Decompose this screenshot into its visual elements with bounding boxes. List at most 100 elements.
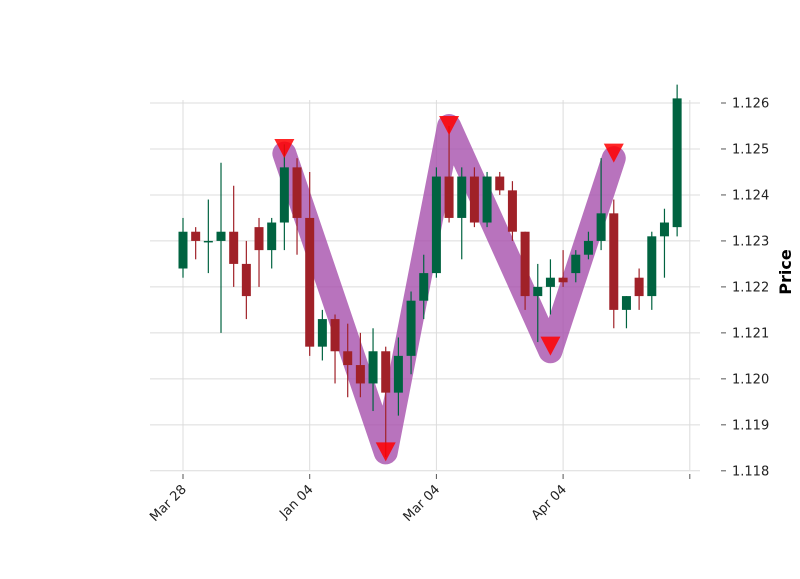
marker-triangle <box>375 442 396 462</box>
marker-triangle <box>439 115 460 135</box>
marker-triangle <box>274 138 295 158</box>
candle-body <box>545 277 555 287</box>
candle-body <box>241 263 251 297</box>
candle <box>267 217 277 269</box>
candle-body <box>634 277 644 297</box>
candle <box>191 227 201 260</box>
candle <box>583 231 593 260</box>
candle <box>419 254 429 320</box>
y-axis-label: Price <box>776 249 795 295</box>
y-tick-label: 1.126 <box>732 96 769 111</box>
candle-body <box>368 351 378 384</box>
candle-body <box>317 319 327 347</box>
candle-body <box>279 167 289 223</box>
candle-body <box>419 273 429 301</box>
candle <box>545 259 555 315</box>
candle-body <box>216 231 226 241</box>
x-tick-label: Apr 04 <box>529 482 570 523</box>
candle <box>229 185 239 287</box>
y-tick-label: 1.125 <box>732 142 769 157</box>
candle <box>279 144 289 251</box>
y-axis: 1.118 1.119 1.120 1.121 1.122 1.123 1.124 1.125… <box>721 96 769 479</box>
candle <box>621 296 631 329</box>
candle <box>495 171 505 195</box>
candle-body <box>507 190 517 232</box>
y-tick-label: 1.120 <box>732 372 769 387</box>
candle-body <box>431 176 441 274</box>
candle-body <box>254 227 264 251</box>
candle-body <box>596 213 606 241</box>
candle-body <box>457 176 467 218</box>
candle <box>355 332 365 398</box>
candle-body <box>495 176 505 191</box>
candle-body <box>355 365 365 384</box>
candle-body <box>381 351 391 393</box>
candle <box>381 346 391 458</box>
candle-body <box>520 231 530 297</box>
candle-body <box>406 300 416 356</box>
candle-body <box>343 351 353 366</box>
candle-layer <box>178 84 682 458</box>
candle <box>406 291 416 375</box>
candle-body <box>444 176 454 218</box>
candle-body <box>393 355 403 393</box>
candle <box>368 328 378 412</box>
x-tick-label: Mar 04 <box>401 482 444 525</box>
marker-triangle <box>540 336 561 356</box>
candle <box>634 268 644 310</box>
candle <box>241 240 251 320</box>
candle-body <box>330 319 340 352</box>
candle-body <box>191 231 201 241</box>
candle <box>469 167 479 228</box>
candle <box>659 208 669 278</box>
candle <box>343 323 353 398</box>
candle-body <box>267 222 277 251</box>
candle <box>520 231 530 310</box>
y-tick-label: 1.124 <box>732 188 769 203</box>
x-tick-label: Jan 04 <box>276 482 316 522</box>
candle <box>254 217 264 287</box>
candle-body <box>647 236 657 297</box>
candle-body <box>292 167 302 218</box>
marker-triangle <box>603 143 624 163</box>
candle <box>393 337 403 416</box>
candle-body <box>558 277 568 283</box>
candle-body <box>469 176 479 223</box>
candle <box>431 167 441 278</box>
candle-body <box>583 240 593 255</box>
candle-body <box>672 98 682 228</box>
candle-body <box>609 213 619 310</box>
candle-body <box>621 296 631 310</box>
candle <box>596 158 606 251</box>
candle <box>178 217 188 278</box>
candle <box>444 125 454 223</box>
y-tick-label: 1.118 <box>732 464 769 479</box>
candle <box>647 231 657 310</box>
candle-body <box>659 222 669 237</box>
y-tick-label: 1.123 <box>732 234 769 249</box>
candle <box>571 250 581 283</box>
marker-layer <box>274 115 624 462</box>
candle <box>609 199 619 329</box>
candle-body <box>178 231 188 269</box>
candle <box>317 309 327 361</box>
candle-body <box>229 231 239 264</box>
candle <box>203 199 213 274</box>
candle-body <box>571 254 581 274</box>
candle <box>305 171 315 356</box>
candle <box>558 250 568 287</box>
y-tick-label: 1.122 <box>732 280 769 295</box>
candle <box>507 181 517 241</box>
candle <box>292 158 302 255</box>
candle-body <box>203 240 213 243</box>
candle-body <box>533 286 543 297</box>
candle <box>216 162 226 333</box>
candle-body <box>482 176 492 223</box>
candle-body <box>305 217 315 347</box>
candle <box>672 84 682 237</box>
x-axis: Mar 28 Jan 04 Mar 04 Apr 04 <box>147 474 691 525</box>
y-tick-label: 1.119 <box>732 418 769 433</box>
candle <box>330 314 340 384</box>
